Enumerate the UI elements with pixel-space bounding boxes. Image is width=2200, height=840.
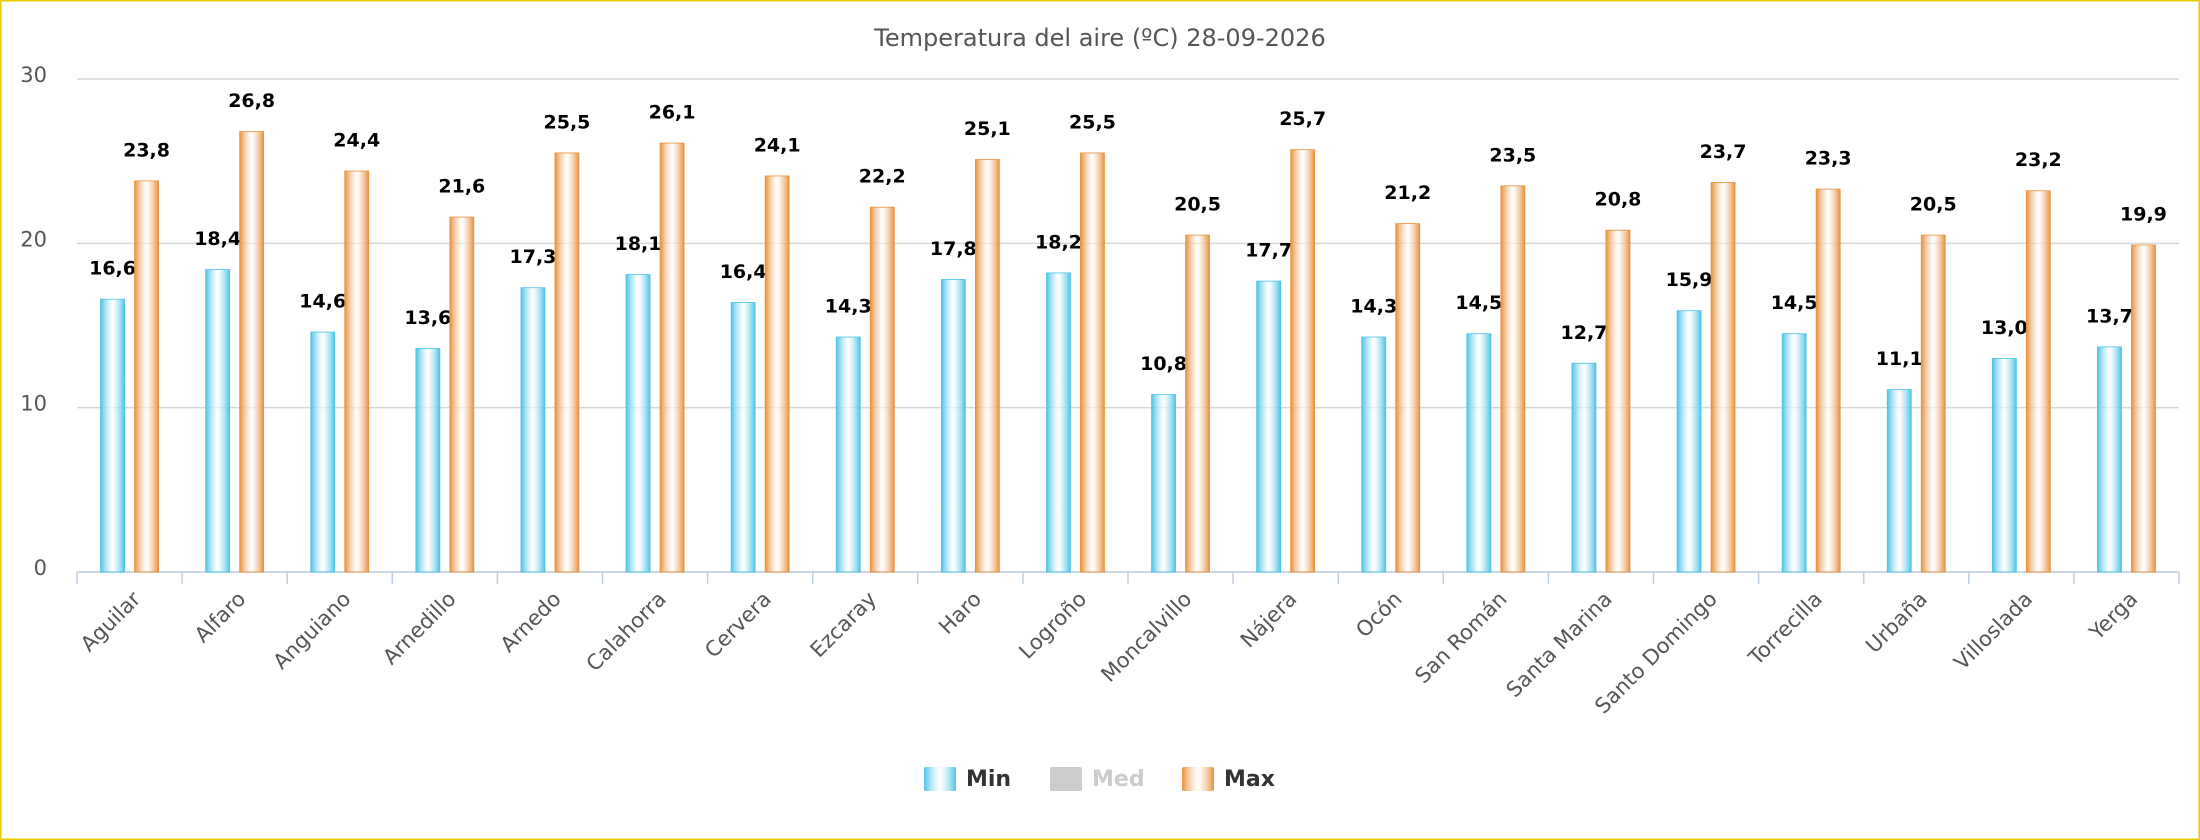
bar (205, 269, 231, 573)
value-label: 11,1 (1876, 348, 1923, 370)
legend-label: Max (1224, 767, 1275, 792)
value-label: 20,8 (1595, 189, 1642, 211)
value-label: 10,8 (1140, 353, 1187, 375)
value-label: 23,7 (1700, 141, 1747, 163)
bar (239, 131, 265, 573)
value-label: 14,5 (1771, 292, 1818, 314)
bar (835, 336, 861, 573)
legend-swatch (1182, 767, 1214, 791)
legend-label: Min (966, 767, 1011, 792)
value-label: 15,9 (1666, 269, 1713, 291)
value-label: 18,1 (615, 233, 662, 255)
legend-swatch (924, 767, 956, 791)
value-label: 24,1 (754, 134, 801, 156)
bar (1710, 182, 1736, 573)
bar (1991, 357, 2017, 573)
value-label: 20,5 (1174, 194, 1221, 216)
value-label: 23,3 (1805, 148, 1852, 170)
value-label: 17,3 (510, 246, 557, 268)
bar (1605, 229, 1631, 573)
bar (1466, 333, 1492, 573)
bar (344, 170, 370, 573)
bar (974, 159, 1000, 573)
bar (415, 348, 441, 573)
bar (1395, 223, 1421, 573)
bar (134, 180, 159, 573)
bar (1290, 149, 1316, 573)
value-label: 12,7 (1561, 322, 1608, 344)
value-label: 19,9 (2120, 203, 2167, 225)
bar (869, 206, 895, 573)
value-label: 21,6 (438, 176, 485, 198)
bar (1815, 188, 1841, 573)
value-label: 18,4 (194, 228, 241, 250)
bar (1080, 152, 1105, 573)
bar (1361, 336, 1387, 573)
value-label: 14,3 (1350, 296, 1397, 318)
bar (520, 287, 546, 573)
value-label: 13,0 (1981, 317, 2028, 339)
bar (1151, 394, 1176, 573)
bar (730, 302, 756, 573)
bar (1781, 333, 1807, 573)
legend-swatch (1050, 767, 1082, 791)
value-label: 26,1 (649, 102, 696, 124)
value-label: 18,2 (1035, 231, 1082, 253)
chart-title: Temperatura del aire (ºC) 28-09-2026 (873, 24, 1325, 52)
bar (1886, 389, 1912, 573)
value-label: 14,5 (1455, 292, 1502, 314)
value-label: 23,8 (123, 139, 170, 161)
legend-label: Med (1092, 767, 1145, 792)
value-label: 17,8 (930, 238, 977, 260)
bar (2097, 346, 2122, 573)
value-label: 25,5 (544, 111, 591, 133)
value-label: 14,6 (299, 291, 346, 313)
bar (1256, 280, 1282, 573)
value-label: 13,6 (404, 307, 451, 329)
bar (1571, 362, 1597, 573)
value-label: 17,7 (1245, 240, 1292, 262)
value-label: 24,4 (333, 130, 380, 152)
bar (659, 142, 685, 573)
bar (2025, 190, 2051, 573)
bar (1046, 272, 1071, 573)
bar (1185, 234, 1210, 573)
value-label: 13,7 (2086, 305, 2133, 327)
bar (554, 152, 580, 573)
bar (1500, 185, 1526, 573)
bar (449, 216, 475, 573)
value-label: 25,7 (1279, 108, 1326, 130)
value-label: 26,8 (228, 90, 275, 112)
bar (764, 175, 790, 573)
bar (100, 298, 125, 573)
bar (310, 331, 336, 573)
bar (1676, 310, 1702, 573)
value-label: 25,1 (964, 118, 1011, 140)
value-label: 16,4 (720, 261, 767, 283)
bar (1920, 234, 1946, 573)
value-label: 23,2 (2015, 149, 2062, 171)
value-label: 20,5 (1910, 194, 1957, 216)
value-label: 22,2 (859, 166, 906, 188)
value-label: 25,5 (1069, 111, 1116, 133)
value-label: 14,3 (825, 296, 872, 318)
bar (940, 279, 966, 573)
bar (625, 274, 651, 573)
y-tick-label: 10 (20, 392, 47, 416)
y-tick-label: 20 (20, 227, 47, 251)
y-tick-label: 0 (34, 556, 47, 580)
value-label: 21,2 (1384, 182, 1431, 204)
y-tick-label: 30 (20, 63, 47, 87)
value-label: 16,6 (89, 258, 136, 280)
bar (2131, 244, 2156, 573)
value-label: 23,5 (1489, 144, 1536, 166)
